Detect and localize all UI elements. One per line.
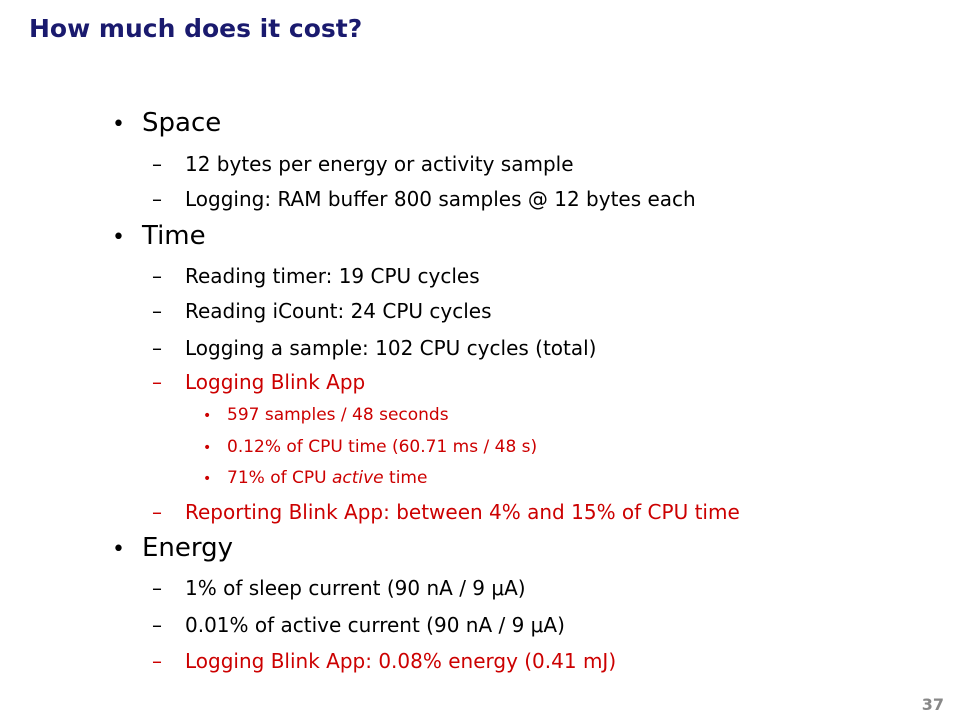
dash-icon: – — [152, 576, 162, 600]
sub-bullet: –1% of sleep current (90 nA / 9 μA) — [152, 576, 526, 600]
sub-sub-bullet: • 597 samples / 48 seconds — [203, 405, 449, 425]
sub-sub-bullet-text-after: time — [383, 468, 428, 488]
bullet-space: • Space — [112, 108, 221, 138]
sub-sub-bullet-emphasis: active — [331, 468, 384, 488]
bullet-energy: • Energy — [112, 533, 233, 563]
sub-bullet-text: Logging Blink App — [185, 370, 366, 394]
bullet-heading: Space — [142, 108, 222, 138]
bullet-time: • Time — [112, 221, 206, 251]
dash-icon: – — [152, 299, 162, 323]
dash-icon: – — [152, 264, 162, 288]
dash-icon: – — [152, 152, 162, 176]
sub-bullet: – Logging a sample: 102 CPU cycles (total… — [152, 336, 596, 360]
sub-bullet-text: 1% of sleep current (90 nA / 9 μA) — [185, 576, 526, 600]
dash-icon: – — [152, 500, 162, 524]
sub-bullet: –12 bytes per energy or activity sample — [152, 152, 574, 176]
sub-bullet-text: Logging a sample: 102 CPU cycles (total) — [185, 336, 597, 360]
bullet-dot-icon: • — [112, 225, 125, 250]
sub-bullet-text: 0.01% of active current (90 nA / 9 μA) — [185, 613, 565, 637]
sub-bullet-highlight: – Logging Blink App: 0.08% energy (0.41 m… — [152, 649, 616, 673]
sub-bullet-text: 12 bytes per energy or activity sample — [185, 152, 574, 176]
sub-sub-bullet: • 0.12% of CPU time (60.71 ms / 48 s) — [203, 437, 537, 457]
page-number: 37 — [921, 695, 944, 714]
bullet-dot-icon: • — [203, 471, 212, 487]
bullet-dot-icon: • — [112, 537, 125, 562]
sub-bullet-text: Reading iCount: 24 CPU cycles — [185, 299, 492, 323]
sub-bullet-highlight: – Reporting Blink App: between 4% and 15%… — [152, 500, 740, 524]
sub-bullet-text: Logging Blink App: 0.08% energy (0.41 mJ… — [185, 649, 617, 673]
bullet-dot-icon: • — [203, 440, 212, 456]
sub-bullet-text: Reading timer: 19 CPU cycles — [185, 264, 480, 288]
dash-icon: – — [152, 370, 162, 394]
bullet-dot-icon: • — [112, 112, 125, 137]
sub-bullet-highlight: – Logging Blink App — [152, 370, 365, 394]
sub-sub-bullet-text: 0.12% of CPU time (60.71 ms / 48 s) — [227, 437, 538, 457]
dash-icon: – — [152, 336, 162, 360]
sub-sub-bullet: • 71% of CPU active time — [203, 468, 427, 488]
sub-bullet: –0.01% of active current (90 nA / 9 μA) — [152, 613, 565, 637]
bullet-heading: Energy — [142, 533, 234, 563]
dash-icon: – — [152, 649, 162, 673]
sub-bullet-text: Logging: RAM buffer 800 samples @ 12 byt… — [185, 187, 696, 211]
sub-bullet-text: Reporting Blink App: between 4% and 15% … — [185, 500, 740, 524]
sub-bullet: – Reading timer: 19 CPU cycles — [152, 264, 480, 288]
sub-bullet: – Reading iCount: 24 CPU cycles — [152, 299, 492, 323]
bullet-dot-icon: • — [203, 408, 212, 424]
sub-bullet: – Logging: RAM buffer 800 samples @ 12 by… — [152, 187, 696, 211]
bullet-heading: Time — [142, 221, 206, 251]
sub-sub-bullet-text-before: 71% of CPU — [227, 468, 332, 488]
dash-icon: – — [152, 187, 162, 211]
sub-sub-bullet-text: 597 samples / 48 seconds — [227, 405, 449, 425]
slide-title: How much does it cost? — [29, 14, 363, 43]
dash-icon: – — [152, 613, 162, 637]
